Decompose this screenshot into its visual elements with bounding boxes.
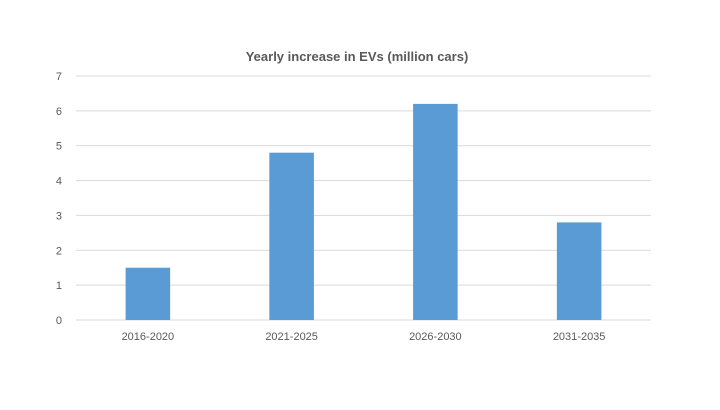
y-tick-label: 6 [56,106,62,118]
y-tick-label: 4 [56,176,62,188]
x-tick-label: 2016-2020 [122,331,175,343]
bars [125,103,602,320]
bar-2016-2020 [125,267,171,320]
y-tick-label: 7 [56,71,62,83]
gridlines [76,75,651,321]
y-axis-ticks: 0 1 2 3 4 5 6 7 [56,71,62,327]
bar-2031-2035 [556,222,602,320]
x-tick-label: 2031-2035 [553,331,606,343]
bar-2021-2025 [269,152,314,320]
y-tick-label: 0 [56,315,62,327]
bar-2026-2030 [413,103,458,320]
y-tick-label: 1 [56,280,62,292]
x-axis-ticks: 2016-2020 2021-2025 2026-2030 2031-2035 [122,331,606,343]
chart-title: Yearly increase in EVs (million cars) [246,49,469,64]
x-tick-label: 2021-2025 [265,331,318,343]
x-tick-label: 2026-2030 [409,331,462,343]
y-tick-label: 2 [56,245,62,257]
y-tick-label: 3 [56,210,62,222]
y-tick-label: 5 [56,141,62,153]
